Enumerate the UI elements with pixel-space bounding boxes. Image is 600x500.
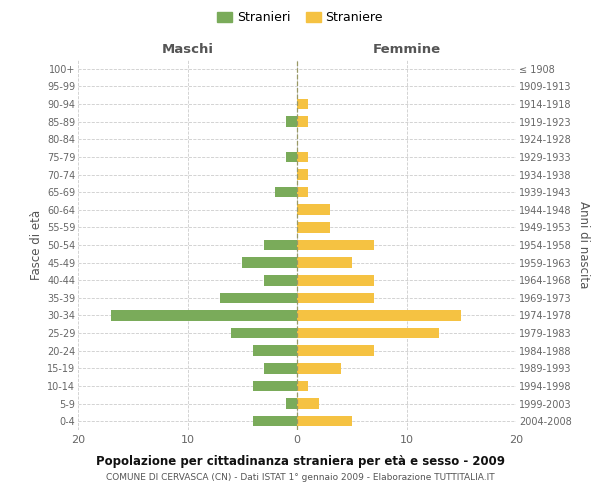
Bar <box>275 187 297 198</box>
Bar <box>297 275 374 285</box>
Bar <box>297 116 308 127</box>
Bar <box>297 240 374 250</box>
Y-axis label: Anni di nascita: Anni di nascita <box>577 202 590 288</box>
Bar <box>286 152 297 162</box>
Bar <box>297 363 341 374</box>
Bar <box>264 240 297 250</box>
Bar <box>253 416 297 426</box>
Bar <box>297 398 319 409</box>
Bar <box>253 380 297 391</box>
Text: Maschi: Maschi <box>161 44 214 57</box>
Legend: Stranieri, Straniere: Stranieri, Straniere <box>212 6 388 29</box>
Bar <box>297 99 308 110</box>
Bar <box>297 204 330 215</box>
Bar <box>297 169 308 180</box>
Bar <box>297 380 308 391</box>
Bar <box>253 346 297 356</box>
Bar <box>297 346 374 356</box>
Y-axis label: Fasce di età: Fasce di età <box>29 210 43 280</box>
Bar <box>297 152 308 162</box>
Bar <box>297 328 439 338</box>
Text: Femmine: Femmine <box>373 44 440 57</box>
Bar <box>286 398 297 409</box>
Bar <box>232 328 297 338</box>
Bar <box>264 363 297 374</box>
Bar <box>297 258 352 268</box>
Bar <box>286 116 297 127</box>
Bar <box>264 275 297 285</box>
Bar <box>297 310 461 321</box>
Bar <box>220 292 297 303</box>
Bar <box>297 292 374 303</box>
Text: Popolazione per cittadinanza straniera per età e sesso - 2009: Popolazione per cittadinanza straniera p… <box>95 455 505 468</box>
Bar <box>297 222 330 232</box>
Bar <box>242 258 297 268</box>
Text: COMUNE DI CERVASCA (CN) - Dati ISTAT 1° gennaio 2009 - Elaborazione TUTTITALIA.I: COMUNE DI CERVASCA (CN) - Dati ISTAT 1° … <box>106 472 494 482</box>
Bar <box>111 310 297 321</box>
Bar <box>297 187 308 198</box>
Bar <box>297 416 352 426</box>
